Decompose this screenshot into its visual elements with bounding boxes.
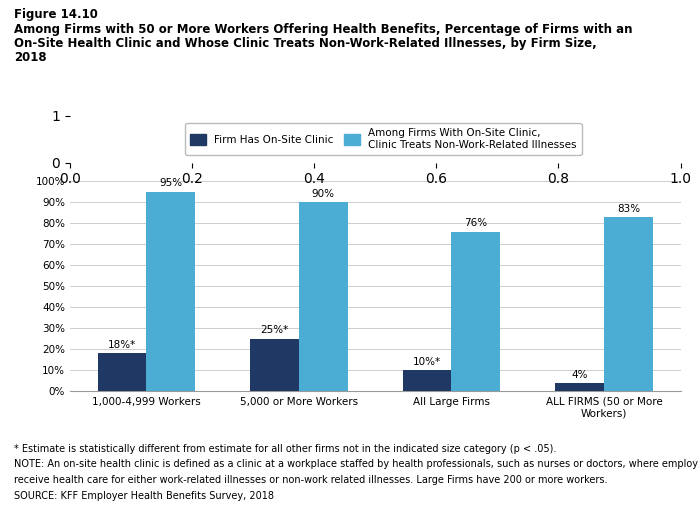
Text: NOTE: An on-site health clinic is defined as a clinic at a workplace staffed by : NOTE: An on-site health clinic is define… bbox=[14, 459, 698, 469]
Bar bbox=[604, 217, 653, 391]
Bar bbox=[452, 232, 500, 391]
Text: * Estimate is statistically different from estimate for all other firms not in t: * Estimate is statistically different fr… bbox=[14, 444, 556, 454]
Text: 90%: 90% bbox=[312, 189, 335, 199]
Text: 4%: 4% bbox=[572, 370, 588, 380]
Text: Among Firms with 50 or More Workers Offering Health Benefits, Percentage of Firm: Among Firms with 50 or More Workers Offe… bbox=[14, 23, 632, 36]
Text: SOURCE: KFF Employer Health Benefits Survey, 2018: SOURCE: KFF Employer Health Benefits Sur… bbox=[14, 491, 274, 501]
Text: On-Site Health Clinic and Whose Clinic Treats Non-Work-Related Illnesses, by Fir: On-Site Health Clinic and Whose Clinic T… bbox=[14, 37, 597, 50]
Bar bbox=[147, 192, 195, 391]
Bar bbox=[555, 383, 604, 391]
Text: 83%: 83% bbox=[617, 204, 640, 214]
Text: 10%*: 10%* bbox=[413, 357, 441, 367]
Bar bbox=[403, 370, 452, 391]
Text: 95%: 95% bbox=[159, 178, 182, 188]
Legend: Firm Has On-Site Clinic, Among Firms With On-Site Clinic,
Clinic Treats Non-Work: Firm Has On-Site Clinic, Among Firms Wit… bbox=[185, 123, 581, 155]
Text: receive health care for either work-related illnesses or non-work related illnes: receive health care for either work-rela… bbox=[14, 475, 607, 485]
Text: 18%*: 18%* bbox=[108, 340, 136, 350]
Text: Figure 14.10: Figure 14.10 bbox=[14, 8, 98, 21]
Bar bbox=[98, 353, 147, 391]
Text: 76%: 76% bbox=[464, 218, 487, 228]
Bar bbox=[250, 339, 299, 391]
Text: 25%*: 25%* bbox=[260, 326, 289, 335]
Bar bbox=[299, 202, 348, 391]
Text: 2018: 2018 bbox=[14, 51, 47, 64]
